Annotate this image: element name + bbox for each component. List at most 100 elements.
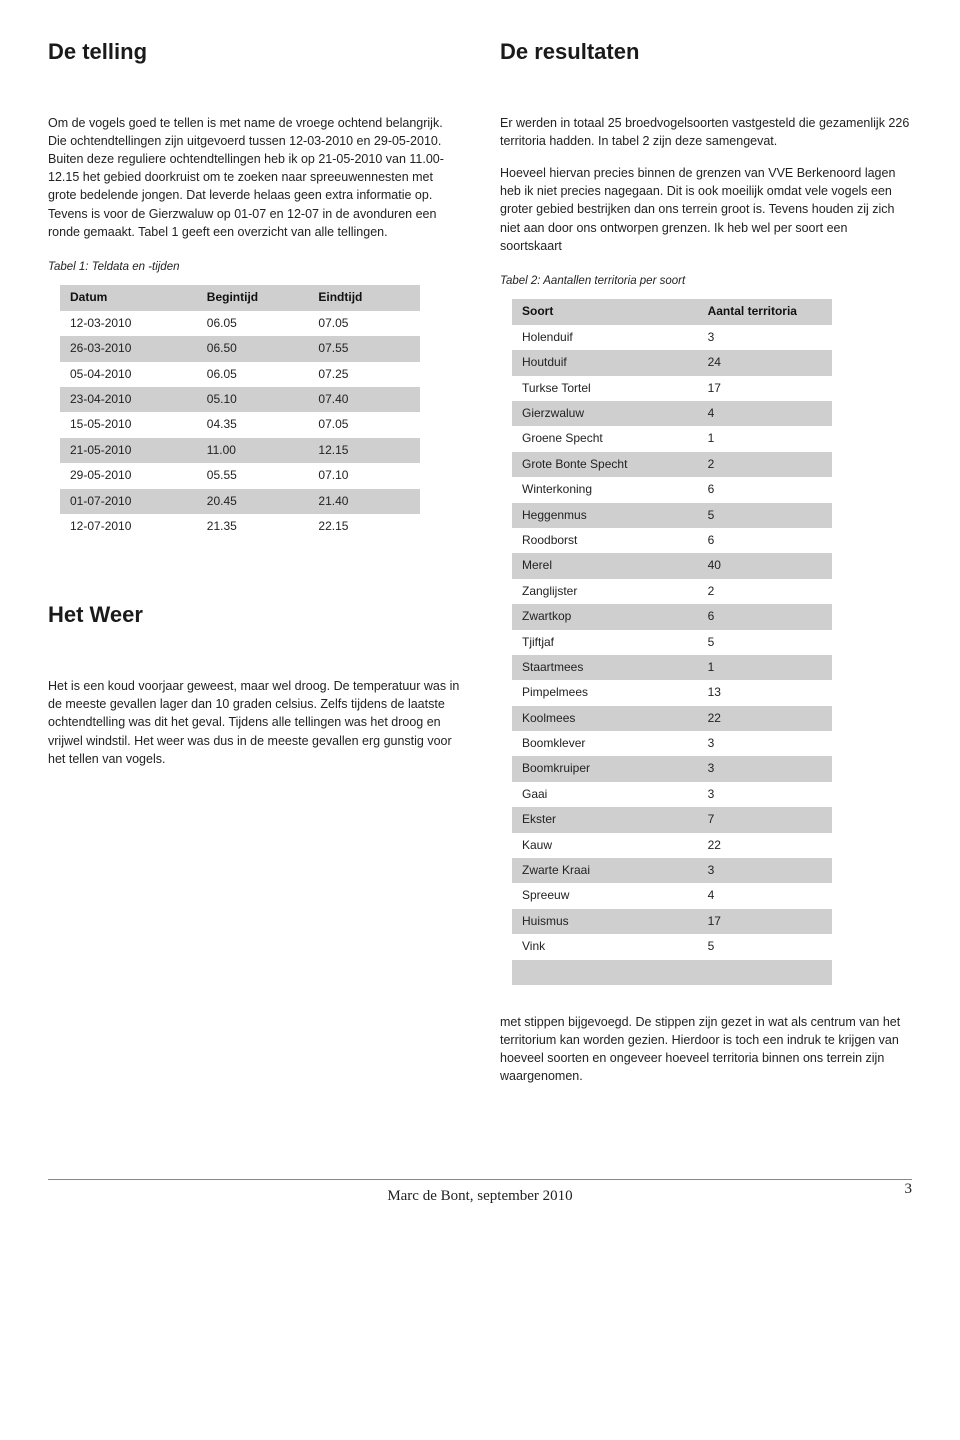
para-resultaten-2: Hoeveel hiervan precies binnen de grenze… [500,164,912,255]
footer-author: Marc de Bont, september 2010 [387,1188,572,1204]
table-cell [698,960,832,985]
table1-caption: Tabel 1: Teldata en -tijden [48,259,460,276]
heading-weer: Het Weer [48,599,460,631]
table-cell: 3 [698,782,832,807]
table-cell: Zwartkop [512,604,698,629]
table-2-h0: Soort [512,299,698,324]
table-row: Ekster7 [512,807,832,832]
table-cell: 21-05-2010 [60,438,197,463]
table-cell: 5 [698,630,832,655]
table-cell: 13 [698,680,832,705]
table-cell: 21.35 [197,514,309,539]
table-cell: 22 [698,833,832,858]
table-cell: 04.35 [197,412,309,437]
left-column: De telling Om de vogels goed te tellen i… [48,36,460,1099]
table-cell: 12.15 [308,438,420,463]
table-cell: 2 [698,579,832,604]
table-row: Boomklever3 [512,731,832,756]
para-weer: Het is een koud voorjaar geweest, maar w… [48,677,460,768]
table-cell: 17 [698,909,832,934]
table-cell: 07.40 [308,387,420,412]
table-cell: 1 [698,426,832,451]
table-row: Staartmees1 [512,655,832,680]
table-1-h1: Begintijd [197,285,309,310]
table-cell: Gaai [512,782,698,807]
para-resultaten-3: met stippen bijgevoegd. De stippen zijn … [500,1013,912,1086]
table-row: 29-05-201005.5507.10 [60,463,420,488]
right-column: De resultaten Er werden in totaal 25 bro… [500,36,912,1099]
table-cell: Roodborst [512,528,698,553]
table-1: Datum Begintijd Eindtijd 12-03-201006.05… [60,285,420,539]
table-cell: 05.10 [197,387,309,412]
table-cell: Holenduif [512,325,698,350]
table-cell: Heggenmus [512,503,698,528]
table-cell: 01-07-2010 [60,489,197,514]
table-row: Groene Specht1 [512,426,832,451]
table-row: Vink5 [512,934,832,959]
table-cell: 3 [698,858,832,883]
table-cell: 6 [698,604,832,629]
table-1-h2: Eindtijd [308,285,420,310]
table-row: Koolmees22 [512,706,832,731]
table-row: Winterkoning6 [512,477,832,502]
table-cell: 17 [698,376,832,401]
table-cell: 07.05 [308,412,420,437]
table-row: Boomkruiper3 [512,756,832,781]
table-row: Holenduif3 [512,325,832,350]
table-cell: 4 [698,883,832,908]
table-row: Zwarte Kraai3 [512,858,832,883]
table-2: Soort Aantal territoria Holenduif3Houtdu… [512,299,832,985]
table-row: Huismus17 [512,909,832,934]
table-cell: 3 [698,756,832,781]
table-cell: 06.05 [197,311,309,336]
table-row: 26-03-201006.5007.55 [60,336,420,361]
table-cell: Kauw [512,833,698,858]
table-cell: 07.10 [308,463,420,488]
heading-resultaten: De resultaten [500,36,912,68]
table-row: 23-04-201005.1007.40 [60,387,420,412]
table-cell: 4 [698,401,832,426]
table-row: Tjiftjaf5 [512,630,832,655]
table-row: Zanglijster2 [512,579,832,604]
table2-caption: Tabel 2: Aantallen territoria per soort [500,273,912,290]
table-cell: 22.15 [308,514,420,539]
table-cell: 07.05 [308,311,420,336]
table-cell: 5 [698,503,832,528]
table-cell: 06.05 [197,362,309,387]
heading-telling: De telling [48,36,460,68]
table-2-h1: Aantal territoria [698,299,832,324]
table-cell: 40 [698,553,832,578]
table-cell: 24 [698,350,832,375]
table-cell: 23-04-2010 [60,387,197,412]
table-row: Gierzwaluw4 [512,401,832,426]
table-row: 21-05-201011.0012.15 [60,438,420,463]
table-cell: Groene Specht [512,426,698,451]
table-cell: 7 [698,807,832,832]
table-cell [512,960,698,985]
table-cell: Ekster [512,807,698,832]
table-cell: Vink [512,934,698,959]
footer-page-number: 3 [905,1179,913,1201]
table-cell: Staartmees [512,655,698,680]
table-row: 12-03-201006.0507.05 [60,311,420,336]
page-footer: Marc de Bont, september 2010 3 [48,1179,912,1208]
table-cell: 20.45 [197,489,309,514]
para-telling: Om de vogels goed te tellen is met name … [48,114,460,241]
table-row: 12-07-201021.3522.15 [60,514,420,539]
table-row: 05-04-201006.0507.25 [60,362,420,387]
table-row: Kauw22 [512,833,832,858]
table-cell: Pimpelmees [512,680,698,705]
table-row: Turkse Tortel17 [512,376,832,401]
table-cell: 6 [698,477,832,502]
table-cell: 06.50 [197,336,309,361]
table-cell: 11.00 [197,438,309,463]
footer-rule [48,1179,912,1180]
table-cell: 5 [698,934,832,959]
table-1-h0: Datum [60,285,197,310]
table-cell: Grote Bonte Specht [512,452,698,477]
table-row: 01-07-201020.4521.40 [60,489,420,514]
table-cell: 6 [698,528,832,553]
table-cell: Turkse Tortel [512,376,698,401]
table-cell: 05.55 [197,463,309,488]
table-cell: 3 [698,731,832,756]
